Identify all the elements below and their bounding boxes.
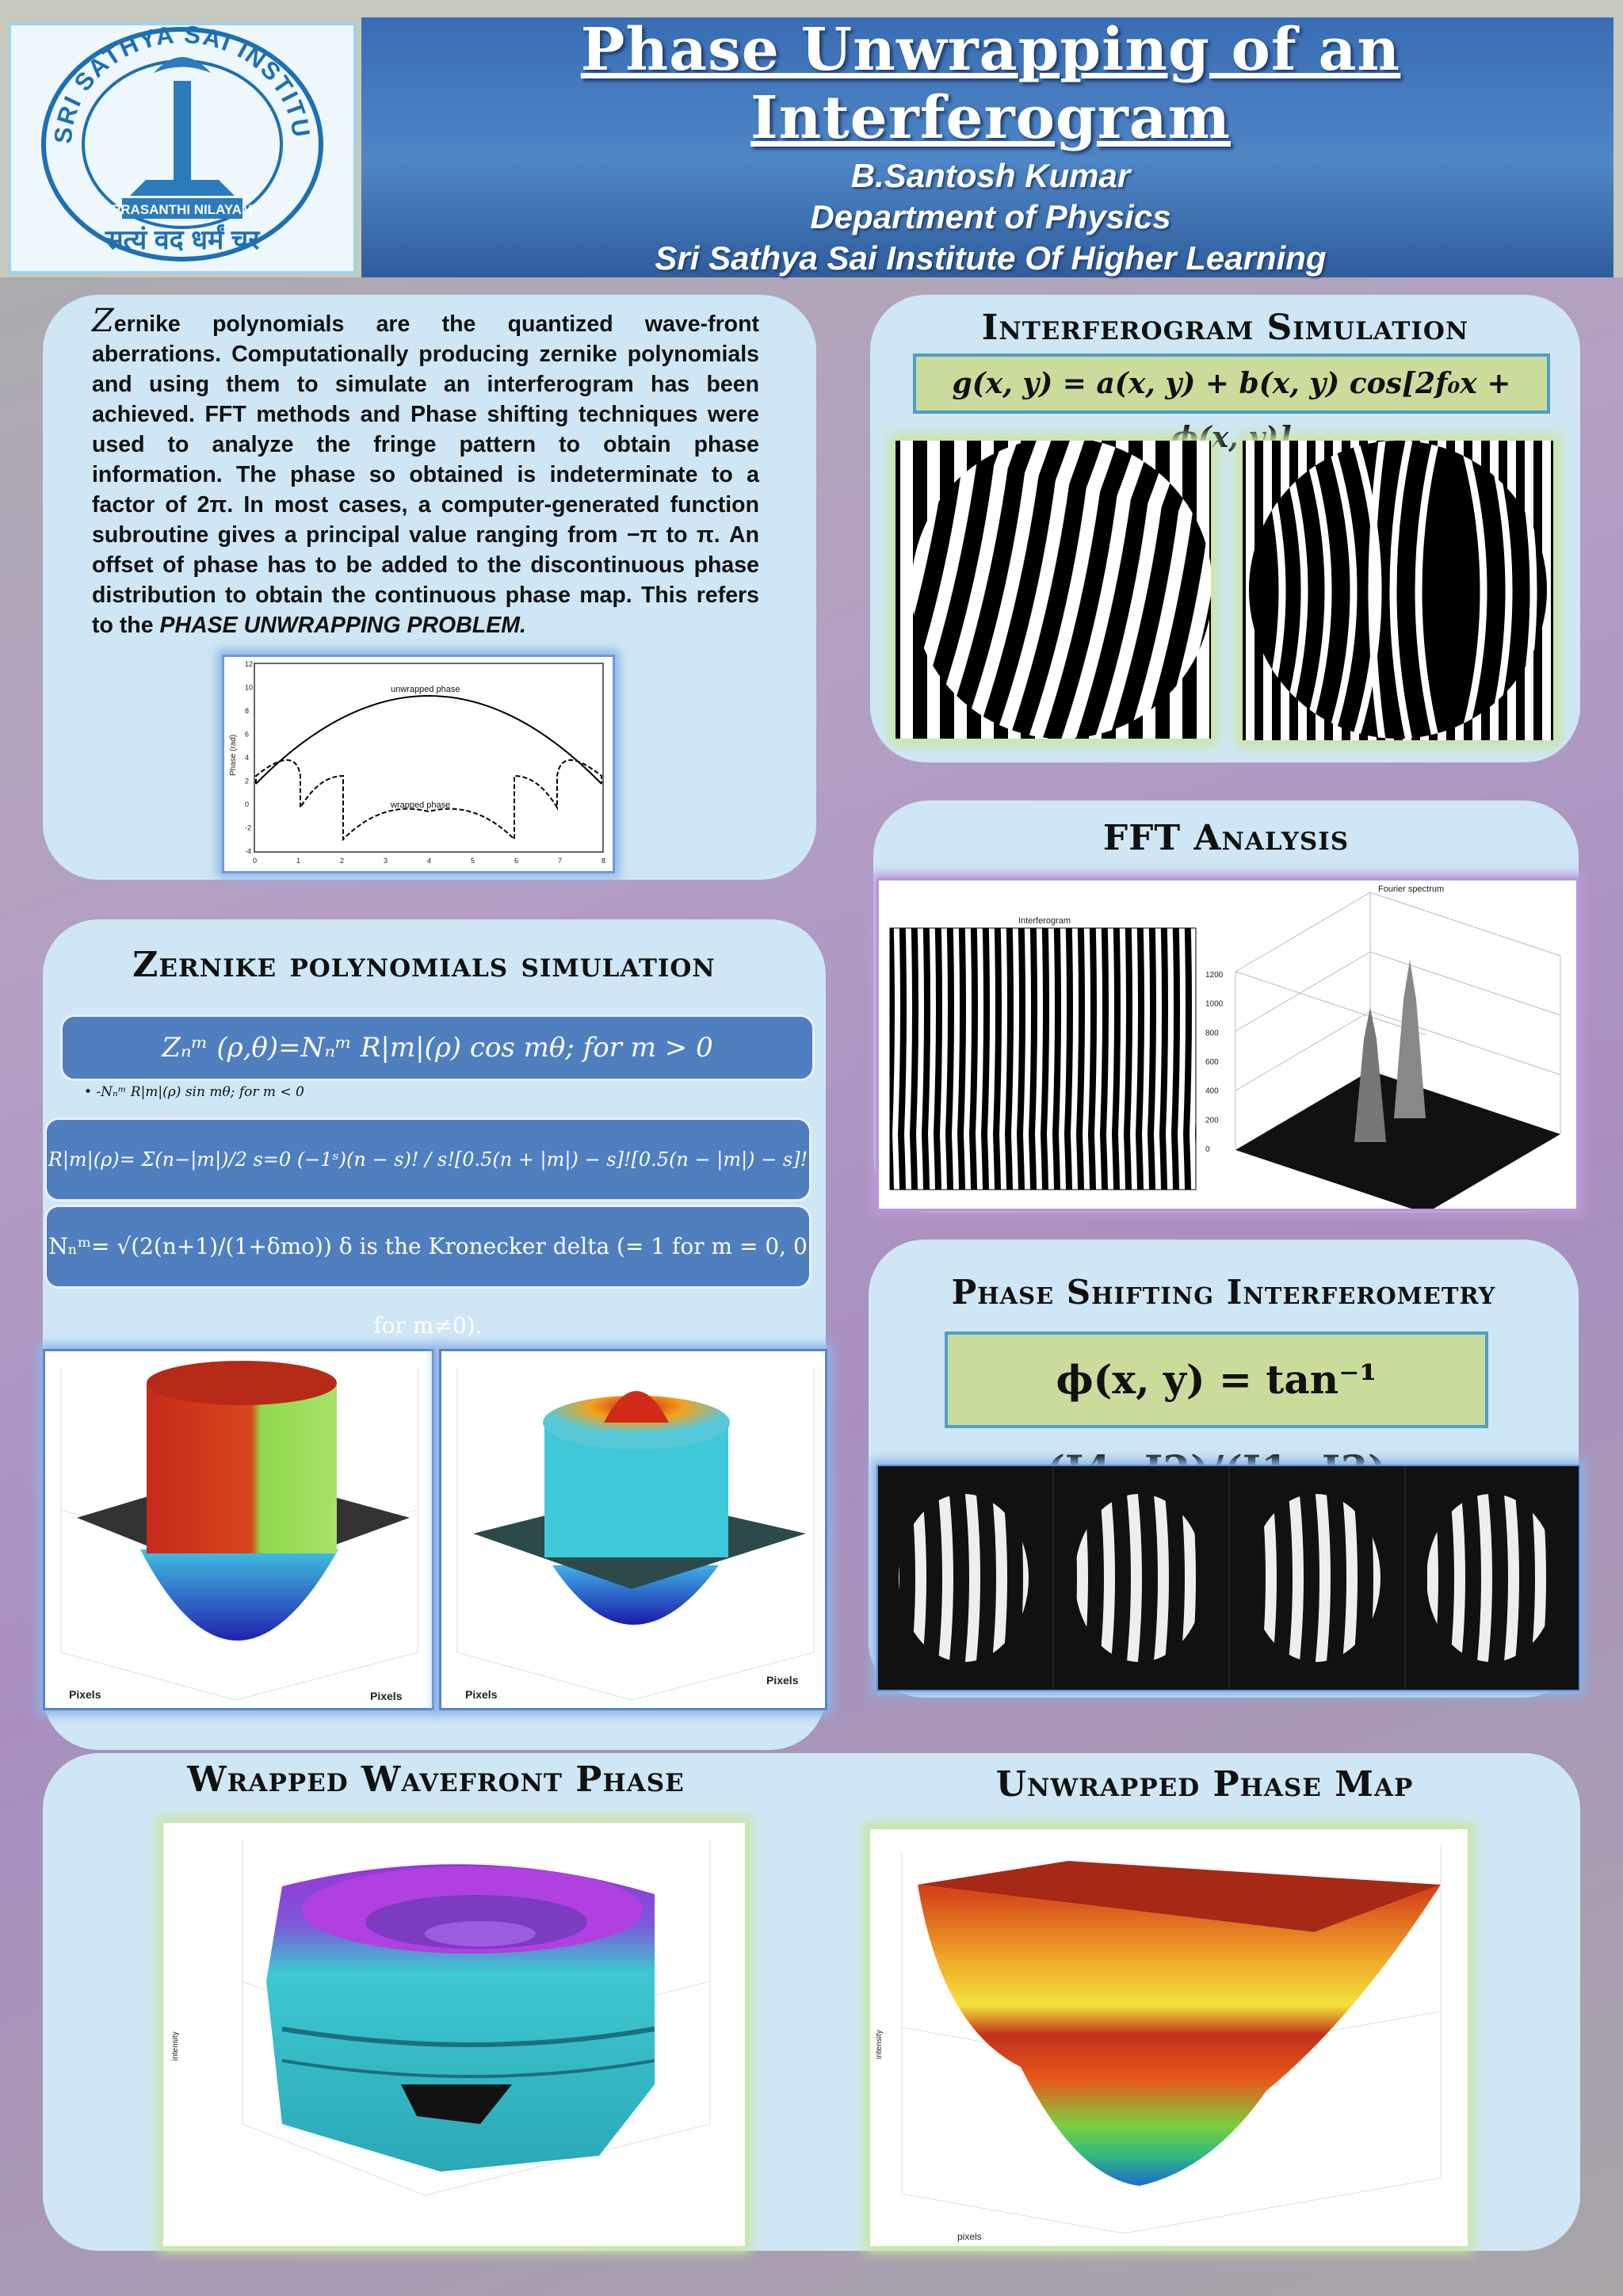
plot-ytick: 2 (245, 777, 249, 785)
pixels-label-2: Pixels (370, 1690, 403, 1702)
plot-xtick: 6 (514, 857, 518, 865)
psi-equation: ϕ(x, y) = tan⁻¹ (I4−I2)/(I1−I3) (945, 1331, 1488, 1493)
unwrapped-title: Unwrapped Phase Map (995, 1764, 1414, 1805)
interferogram-title: Interferogram Simulation (981, 308, 1469, 348)
plot-xtick: 7 (558, 857, 562, 865)
logo-banner: PRASANTHI NILAYAM (112, 202, 253, 217)
plot-ytick: 12 (245, 660, 253, 668)
pixels-label-3: Pixels (465, 1688, 498, 1701)
fft-interferogram-label: Interferogram (1018, 916, 1071, 926)
plot-xtick: 8 (601, 857, 605, 865)
pixels-label-1: Pixels (69, 1688, 101, 1701)
logo-emblem-icon: SRI SATHYA SAI INSTITUTE OF HIGHER LEARN… (1, 3, 323, 262)
pixels-label-4: Pixels (766, 1674, 799, 1687)
zernike-equation-1: Zₙᵐ (ρ,θ)=Nₙᵐ R|m|(ρ) cos mθ; for m > 0 (60, 1014, 815, 1081)
fringe-pattern-tilted (896, 441, 1211, 739)
unwrapped-xlabel: pixels (957, 2231, 982, 2242)
institute: Sri Sathya Sai Institute Of Higher Learn… (655, 239, 1327, 277)
psi-frame-4 (1426, 1494, 1556, 1662)
zernike-equation-1b: • -Nₙᵐ R|m|(ρ) sin mθ; for m < 0 (84, 1084, 304, 1100)
interferogram-equation: g(x, y) = a(x, y) + b(x, y) cos[2f₀x + ϕ… (913, 353, 1550, 454)
plot-xtick: 2 (340, 857, 344, 865)
plot-ytick: -2 (245, 824, 251, 832)
abstract-lead-letter: Z (92, 303, 114, 339)
fft-ztick: 600 (1205, 1058, 1219, 1067)
abstract-emphasis: PHASE UNWRAPPING PROBLEM. (159, 613, 526, 638)
wrapped-phase-label: wrapped phase (390, 800, 450, 810)
fft-spectrum-label: Fourier spectrum (1378, 884, 1444, 894)
plot-ytick: 0 (245, 800, 249, 808)
fft-ztick: 400 (1205, 1087, 1219, 1096)
fringe-pattern-curved (1243, 441, 1553, 740)
fft-ztick: 200 (1205, 1116, 1219, 1125)
fft-ztick: 1000 (1205, 1000, 1224, 1009)
abstract-text: Zernike polynomials are the quantized wa… (92, 303, 759, 640)
logo-motto: सत्यं वद धर्मं चर (105, 223, 261, 255)
unwrapped-phase-label: unwrapped phase (391, 685, 460, 694)
psi-frame-2 (1075, 1494, 1205, 1662)
fft-ztick: 1200 (1205, 971, 1224, 980)
interferogram-image-1 (896, 441, 1211, 739)
zernike-title: Zernike polynomials simulation (132, 945, 716, 985)
fft-figure: Interferogram Fourier spectrum 1200 1000 8… (876, 878, 1579, 1213)
interferogram-image-2 (1243, 441, 1553, 740)
psi-interferograms (876, 1465, 1580, 1691)
wrapped-zlabel: intensity (171, 2031, 180, 2061)
author-name: B.Santosh Kumar (850, 157, 1131, 194)
unwrapped-zlabel: intensity (875, 2030, 884, 2059)
zernike-equation-3: Nₙᵐ= √(2(n+1)/(1+δmo)) δ is the Kronecke… (44, 1205, 812, 1339)
psi-frame-1 (899, 1494, 1029, 1662)
title-banner (361, 17, 1613, 277)
abstract-body: ernike polynomials are the quantized wav… (92, 311, 759, 638)
plot-ytick: 4 (245, 754, 249, 762)
svg-text:SRI SATHYA SAI INSTITUTE OF HI: SRI SATHYA SAI INSTITUTE OF HIGHER LEARN… (11, 25, 315, 145)
institute-logo: SRI SATHYA SAI INSTITUTE OF HIGHER LEARN… (1, 3, 357, 274)
plot-ytick: 6 (245, 731, 249, 739)
fft-title: FFT Analysis (1102, 818, 1350, 858)
plot-xtick: 3 (384, 857, 388, 865)
zernike-surface-1: Pixels Pixels (43, 1349, 434, 1710)
poster-title: Phase Unwrapping of an Interferogram (580, 16, 1401, 152)
zernike-equation-2: R|m|(ρ)= Σ(n−|m|)/2 s=0 (−1ˢ)(n − s)! / … (44, 1117, 812, 1201)
zernike-equation-1b-text: -Nₙᵐ R|m|(ρ) sin mθ; for m < 0 (96, 1084, 304, 1100)
psi-title: Phase Shifting Interferometry (951, 1273, 1496, 1312)
plot-xtick: 1 (296, 857, 300, 865)
fft-ztick: 800 (1205, 1029, 1219, 1037)
plot-xtick: 5 (471, 857, 475, 865)
plot-ytick: 8 (245, 707, 249, 715)
wrapped-title: Wrapped Wavefront Phase (187, 1759, 685, 1800)
plot-ytick: -4 (245, 847, 251, 855)
department: Department of Physics (810, 198, 1171, 235)
fft-ztick: 0 (1205, 1145, 1210, 1154)
zernike-surface-2: Pixels Pixels (439, 1349, 827, 1710)
psi-frame-3 (1251, 1494, 1381, 1662)
unwrapped-phase-figure: intensity pixels (870, 1829, 1468, 2246)
plot-xtick: 4 (427, 857, 431, 865)
plot-ylabel: Phase (rad) (229, 735, 238, 776)
plot-xtick: 0 (253, 857, 257, 865)
plot-ytick: 10 (245, 684, 253, 692)
wrapped-phase-figure: intensity (163, 1823, 745, 2246)
